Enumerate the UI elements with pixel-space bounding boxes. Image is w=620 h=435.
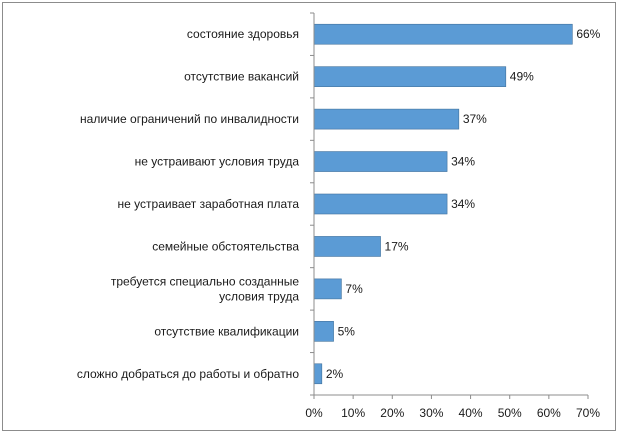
chart-frame: состояние здоровья отсутствие вакансий нал… — [2, 2, 616, 431]
bar — [313, 363, 323, 385]
x-tick-label: 20% — [380, 406, 404, 420]
bar — [313, 278, 342, 300]
bar — [313, 108, 460, 130]
category-label: наличие ограничений по инвалидности — [80, 112, 299, 126]
data-label: 34% — [451, 197, 475, 211]
bar-chart: состояние здоровья отсутствие вакансий нал… — [77, 12, 601, 420]
data-labels-group: 66% 49% 37% 34% 34% 17% 7% 5% 2% — [326, 27, 601, 381]
x-tick-label: 70% — [576, 406, 600, 420]
category-label: требуется специально созданные — [111, 274, 299, 288]
category-label: семейные обстоятельства — [152, 239, 299, 253]
category-labels-group: состояние здоровья отсутствие вакансий нал… — [77, 27, 299, 381]
category-label: состояние здоровья — [187, 27, 299, 41]
axis-group: 0% 10% 20% 30% 40% 50% 60% 70% — [305, 12, 600, 420]
category-label: отсутствие вакансий — [184, 70, 299, 84]
x-tick-label: 40% — [459, 406, 483, 420]
category-label: условия труда — [219, 289, 299, 303]
data-label: 66% — [576, 27, 600, 41]
category-label: не устраивает заработная плата — [118, 197, 300, 211]
x-tick-label: 50% — [498, 406, 522, 420]
data-label: 34% — [451, 155, 475, 169]
bar — [313, 193, 448, 215]
bar — [313, 321, 334, 342]
bar — [313, 236, 381, 257]
x-tick-label: 30% — [419, 406, 443, 420]
data-label: 17% — [385, 239, 409, 253]
x-tick-label: 60% — [537, 406, 561, 420]
data-label: 2% — [326, 367, 344, 381]
data-label: 49% — [510, 70, 534, 84]
category-label: отсутствие квалификации — [154, 324, 299, 338]
x-tick-label: 0% — [305, 406, 323, 420]
data-label: 7% — [345, 282, 363, 296]
category-label: не устраивают условия труда — [135, 155, 300, 169]
bar — [313, 151, 448, 172]
category-label: сложно добраться до работы и обратно — [77, 367, 299, 381]
bar — [313, 66, 507, 87]
data-label: 5% — [338, 324, 356, 338]
x-tick-label: 10% — [341, 406, 365, 420]
data-label: 37% — [463, 112, 487, 126]
bar — [313, 23, 573, 45]
